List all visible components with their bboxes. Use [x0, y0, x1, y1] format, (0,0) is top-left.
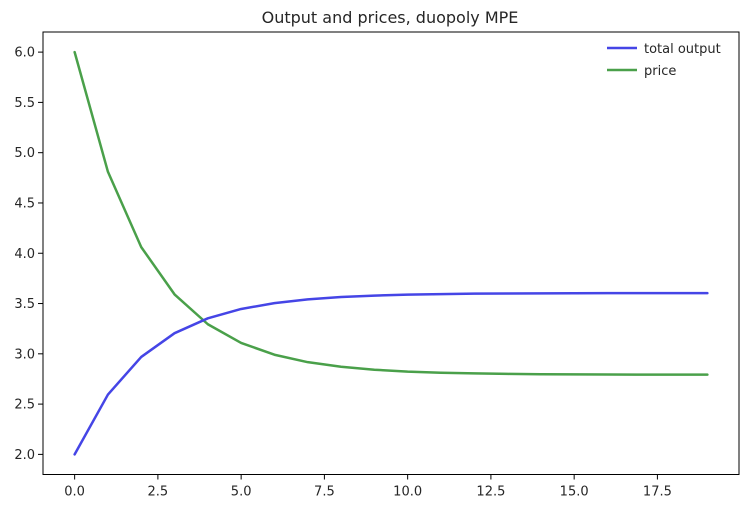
y-tick-label: 2.5: [14, 398, 35, 413]
axes-frame: [42, 31, 740, 475]
x-tick-label: 15.0: [560, 485, 589, 500]
y-tick-label: 3.5: [14, 297, 35, 312]
x-tick-label: 12.5: [476, 485, 505, 500]
y-tick-label: 5.5: [14, 96, 35, 111]
x-tick-label: 7.5: [314, 485, 335, 500]
legend-label-price: price: [644, 64, 676, 79]
x-tick-label: 2.5: [148, 485, 169, 500]
y-tick-label: 6.0: [14, 46, 35, 61]
x-tick-label: 5.0: [231, 485, 252, 500]
x-tick-label: 10.0: [393, 485, 422, 500]
y-tick-label: 2.0: [14, 448, 35, 463]
legend: total output price: [607, 42, 721, 79]
y-tick-label: 5.0: [14, 146, 35, 161]
x-tick-label: 0.0: [64, 485, 85, 500]
y-tick-label: 4.0: [14, 247, 35, 262]
y-tick-label: 3.0: [14, 347, 35, 362]
chart-title: Output and prices, duopoly MPE: [262, 8, 519, 27]
series-line-total-output: [73, 291, 709, 456]
x-tick-label: 17.5: [643, 485, 672, 500]
y-tick-label: 4.5: [14, 196, 35, 211]
series-line-price: [73, 50, 709, 376]
legend-label-total-output: total output: [644, 42, 721, 57]
